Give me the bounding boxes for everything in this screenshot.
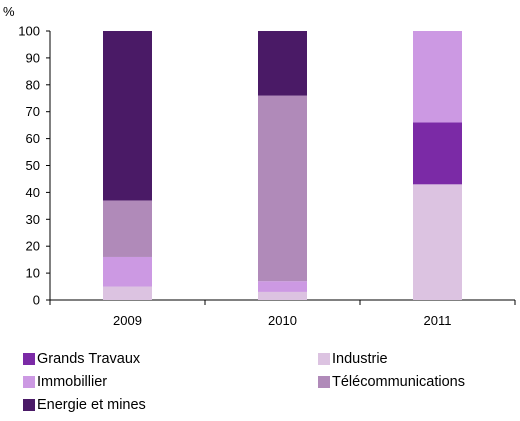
x-tick-label: 2009 [113, 313, 142, 328]
legend-swatch-energie-et-mines [23, 399, 35, 411]
y-tick-label: 100 [18, 24, 40, 39]
bar-segment-t-l-communications-2009 [103, 200, 152, 257]
legend-swatch-immobillier [23, 376, 35, 388]
legend-item-grands-travaux: Grands Travaux [23, 351, 140, 367]
y-tick-label: 70 [26, 104, 40, 119]
y-tick-label: 0 [33, 293, 40, 308]
legend-item-energie-et-mines: Energie et mines [23, 397, 146, 413]
bar-segment-industrie-2011 [413, 184, 462, 300]
x-axis: 2009 2010 2011 [49, 299, 516, 328]
y-tick-label: 40 [26, 185, 40, 200]
x-tick-label: 2011 [424, 313, 452, 328]
y-tick-label: 10 [26, 266, 40, 281]
bar-segment-t-l-communications-2010 [258, 95, 307, 282]
y-axis-label: % [3, 4, 15, 19]
legend-label-grands-travaux: Grands Travaux [37, 351, 141, 367]
legend-swatch-grands-travaux [23, 353, 35, 365]
bar-segment-grands-travaux-2011 [413, 122, 462, 185]
legend-swatch-industrie [318, 353, 330, 365]
y-tick-label: 80 [26, 77, 40, 92]
bars [103, 31, 462, 300]
bar-segment-immobillier-2010 [258, 281, 307, 292]
y-tick-label: 50 [26, 158, 40, 173]
bar-segment-immobillier-2009 [103, 256, 152, 287]
y-tick-label: 90 [26, 50, 40, 65]
legend-item-immobillier: Immobillier [23, 374, 107, 390]
legend-item-industrie: Industrie [318, 351, 388, 367]
bar-segment-industrie-2010 [258, 291, 307, 300]
legend-item-telecommunications: Télécommunications [318, 374, 465, 390]
bar-segment-immobillier-2011 [413, 31, 462, 123]
legend-swatch-telecommunications [318, 376, 330, 388]
bar-segment-energie-et-mines-2010 [258, 31, 307, 96]
y-tick-label: 20 [26, 239, 40, 254]
y-axis: 0 10 20 30 40 50 60 70 80 90 100% [3, 4, 51, 308]
x-tick-label: 2010 [268, 313, 297, 328]
legend-label-industrie: Industrie [332, 351, 388, 367]
y-tick-label: 60 [26, 131, 40, 146]
legend-label-telecommunications: Télécommunications [332, 374, 465, 390]
legend-label-energie-et-mines: Energie et mines [37, 397, 146, 413]
y-tick-label: 30 [26, 212, 40, 227]
stacked-bar-chart: 0 10 20 30 40 50 60 70 80 90 100% 2009 2010 2011 [3, 4, 516, 328]
bar-segment-industrie-2009 [103, 286, 152, 300]
bar-segment-energie-et-mines-2009 [103, 31, 152, 201]
legend-label-immobillier: Immobillier [37, 374, 108, 390]
